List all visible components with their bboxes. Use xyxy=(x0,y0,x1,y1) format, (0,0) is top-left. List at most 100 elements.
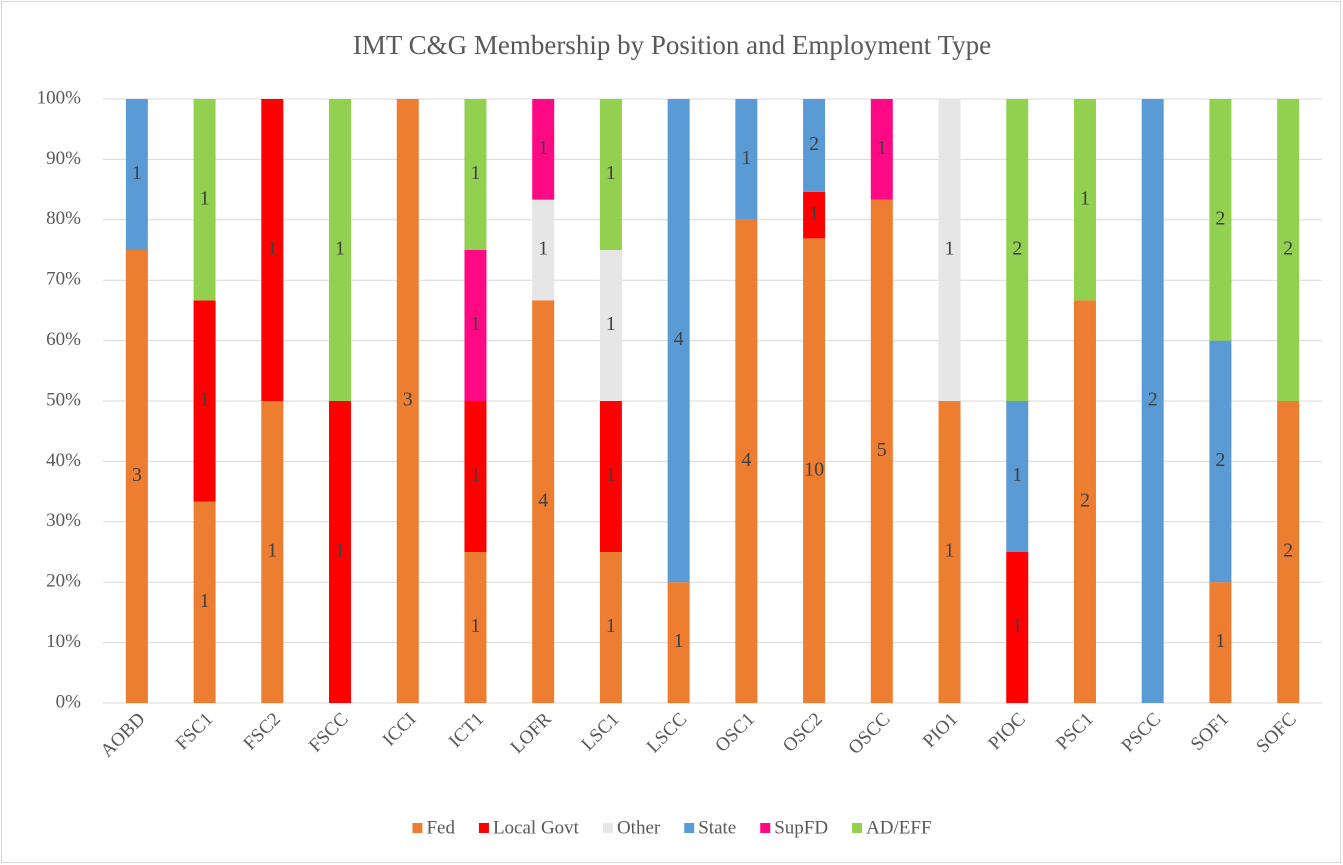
data-label: 1 xyxy=(1012,615,1022,637)
data-label: 1 xyxy=(674,630,684,652)
bar-segment xyxy=(193,99,216,301)
bar-segment xyxy=(1006,552,1029,703)
data-label: 1 xyxy=(200,590,210,612)
y-tick-label: 30% xyxy=(46,510,81,531)
bar-segment xyxy=(261,99,284,401)
y-tick-label: 100% xyxy=(37,87,82,108)
bar-segment xyxy=(1209,99,1232,341)
legend-label: Fed xyxy=(426,817,455,838)
legend-label: SupFD xyxy=(774,817,828,838)
data-label: 2 xyxy=(1215,207,1225,229)
bar-segment xyxy=(396,99,419,703)
bar-segment xyxy=(532,300,555,703)
bar-segment xyxy=(1277,99,1300,401)
bar-segment xyxy=(193,501,216,703)
bar-segment xyxy=(667,582,690,703)
data-label: 2 xyxy=(1283,540,1293,562)
data-label: 4 xyxy=(741,449,751,471)
bar-segment xyxy=(599,401,622,552)
data-label: 1 xyxy=(132,162,142,184)
bar-segment xyxy=(1073,300,1096,703)
y-tick-label: 20% xyxy=(46,571,81,592)
bar-segment xyxy=(464,99,487,250)
data-label: 1 xyxy=(606,162,616,184)
bar-segment xyxy=(261,401,284,703)
bar-segment xyxy=(599,552,622,703)
data-label: 1 xyxy=(267,238,277,260)
data-label: 2 xyxy=(1215,449,1225,471)
data-label: 1 xyxy=(741,147,751,169)
bar-segment xyxy=(599,250,622,401)
bar-segment xyxy=(532,199,555,301)
bar-segment xyxy=(735,99,758,220)
data-label: 1 xyxy=(470,464,480,486)
data-label: 4 xyxy=(674,328,684,350)
data-label: 1 xyxy=(470,313,480,335)
data-label: 1 xyxy=(470,162,480,184)
bar-segment xyxy=(532,99,555,200)
bar-segment xyxy=(803,191,826,239)
bar-segment xyxy=(125,250,148,703)
bar-segment xyxy=(1209,340,1232,583)
y-tick-label: 50% xyxy=(46,389,81,410)
bar-segment xyxy=(938,99,961,401)
data-label: 1 xyxy=(200,187,210,209)
y-tick-label: 80% xyxy=(46,208,81,229)
data-label: 1 xyxy=(538,137,548,159)
data-label: 1 xyxy=(470,615,480,637)
bar-segment xyxy=(329,99,352,401)
data-label: 1 xyxy=(200,389,210,411)
bar-segment xyxy=(803,238,826,703)
data-label: 1 xyxy=(945,238,955,260)
legend-swatch xyxy=(478,823,489,833)
data-label: 1 xyxy=(606,313,616,335)
bar-segment xyxy=(1141,99,1164,703)
bar-segment xyxy=(599,99,622,250)
data-label: 1 xyxy=(809,203,819,225)
bar-segment xyxy=(870,99,893,200)
legend-swatch xyxy=(602,823,613,833)
bar-segment xyxy=(125,99,148,250)
data-label: 1 xyxy=(267,540,277,562)
data-label: 2 xyxy=(1012,238,1022,260)
bar-segment xyxy=(938,401,961,703)
data-label: 1 xyxy=(606,615,616,637)
legend-swatch xyxy=(412,823,423,833)
data-label: 2 xyxy=(1283,238,1293,260)
legend-swatch xyxy=(760,823,771,833)
data-label: 1 xyxy=(877,137,887,159)
bar-segment xyxy=(1209,582,1232,703)
y-tick-label: 70% xyxy=(46,269,81,290)
data-label: 1 xyxy=(538,238,548,260)
bar-segment xyxy=(464,250,487,401)
y-tick-label: 40% xyxy=(46,450,81,471)
bar-segment xyxy=(464,552,487,703)
legend-label: Local Govt xyxy=(493,817,580,838)
legend-swatch xyxy=(852,823,863,833)
bar-segment xyxy=(1073,99,1096,301)
data-label: 2 xyxy=(1148,389,1158,411)
y-tick-label: 10% xyxy=(46,631,81,652)
data-label: 1 xyxy=(1215,630,1225,652)
y-tick-label: 90% xyxy=(46,148,81,169)
bar-segment xyxy=(193,300,216,502)
data-label: 1 xyxy=(945,540,955,562)
data-label: 1 xyxy=(335,238,345,260)
bar-segment xyxy=(803,99,826,192)
data-label: 3 xyxy=(132,464,142,486)
legend-label: State xyxy=(698,817,736,838)
bar-segment xyxy=(735,219,758,704)
data-label: 2 xyxy=(1080,489,1090,511)
data-label: 2 xyxy=(809,133,819,155)
data-label: 1 xyxy=(606,464,616,486)
chart-title: IMT C&G Membership by Position and Emplo… xyxy=(353,30,991,60)
data-label: 1 xyxy=(1080,187,1090,209)
bar-segment xyxy=(1006,401,1029,552)
y-tick-label: 0% xyxy=(56,691,82,712)
bar-segment xyxy=(329,401,352,703)
data-label: 5 xyxy=(877,439,887,461)
legend-label: Other xyxy=(617,817,661,838)
bar-segment xyxy=(870,199,893,703)
bar-segment xyxy=(1277,401,1300,703)
